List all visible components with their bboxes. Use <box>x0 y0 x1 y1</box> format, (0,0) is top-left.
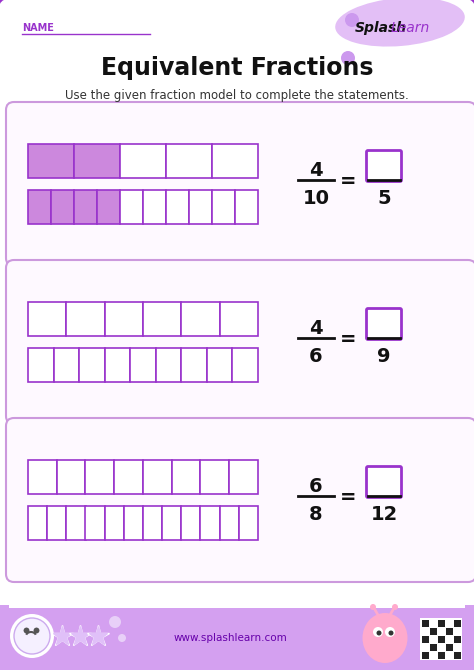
Text: 9: 9 <box>377 346 391 366</box>
Bar <box>212 190 235 224</box>
Circle shape <box>118 634 126 642</box>
Bar <box>166 190 189 224</box>
Bar <box>114 460 143 494</box>
Bar <box>438 620 445 627</box>
Text: Use the given fraction model to complete the statements.: Use the given fraction model to complete… <box>65 88 409 101</box>
FancyBboxPatch shape <box>6 102 474 266</box>
Bar <box>182 302 219 336</box>
Circle shape <box>370 604 376 610</box>
Bar <box>85 460 114 494</box>
Bar <box>51 190 74 224</box>
Bar <box>97 190 120 224</box>
Bar <box>446 644 453 651</box>
Text: 10: 10 <box>302 188 329 208</box>
Bar <box>105 348 130 382</box>
Circle shape <box>385 627 395 637</box>
Text: 8: 8 <box>309 505 323 523</box>
Bar <box>130 348 156 382</box>
Circle shape <box>392 604 398 610</box>
Bar <box>105 506 124 540</box>
Text: 6: 6 <box>309 346 323 366</box>
Bar <box>66 302 105 336</box>
Text: 12: 12 <box>370 505 398 523</box>
Bar <box>422 652 429 659</box>
Text: www.splashlearn.com: www.splashlearn.com <box>173 633 287 643</box>
Bar <box>79 348 105 382</box>
Circle shape <box>373 627 383 637</box>
Bar <box>54 348 79 382</box>
Bar <box>430 644 437 651</box>
Bar <box>430 628 437 635</box>
Bar <box>229 460 258 494</box>
Bar <box>143 460 172 494</box>
Bar <box>0 605 474 670</box>
Bar <box>124 506 143 540</box>
FancyBboxPatch shape <box>6 418 474 582</box>
Text: =: = <box>340 172 356 192</box>
Bar <box>9 600 465 608</box>
Bar <box>420 618 462 660</box>
Text: Equivalent Fractions: Equivalent Fractions <box>101 56 373 80</box>
Bar <box>143 302 182 336</box>
Bar <box>143 190 166 224</box>
Bar <box>74 144 120 178</box>
Bar <box>28 144 74 178</box>
Bar <box>156 348 182 382</box>
Circle shape <box>345 13 359 27</box>
FancyBboxPatch shape <box>6 260 474 424</box>
Bar <box>28 460 57 494</box>
Circle shape <box>376 630 382 636</box>
Bar <box>47 506 66 540</box>
Bar <box>166 144 212 178</box>
Bar <box>207 348 232 382</box>
Bar <box>162 506 182 540</box>
Text: NAME: NAME <box>22 23 54 33</box>
FancyBboxPatch shape <box>366 308 401 340</box>
Circle shape <box>389 630 393 636</box>
Bar <box>422 620 429 627</box>
Bar <box>28 190 51 224</box>
Ellipse shape <box>335 0 465 47</box>
Bar <box>143 506 162 540</box>
Text: 4: 4 <box>309 161 323 180</box>
Bar <box>454 636 461 643</box>
Bar <box>57 460 85 494</box>
Bar <box>219 506 239 540</box>
Bar <box>28 506 47 540</box>
Circle shape <box>14 618 50 654</box>
Text: 5: 5 <box>377 188 391 208</box>
Bar <box>446 628 453 635</box>
Bar <box>201 506 219 540</box>
Bar <box>120 144 166 178</box>
Bar <box>212 144 258 178</box>
Text: =: = <box>340 330 356 350</box>
Bar <box>66 506 85 540</box>
Bar <box>74 190 97 224</box>
Text: Splash: Splash <box>355 21 407 35</box>
Bar <box>235 190 258 224</box>
Circle shape <box>341 51 355 65</box>
Bar <box>182 348 207 382</box>
Bar <box>454 652 461 659</box>
Ellipse shape <box>363 613 408 663</box>
Circle shape <box>109 616 121 628</box>
Bar <box>201 460 229 494</box>
Bar <box>85 506 105 540</box>
Bar <box>219 302 258 336</box>
FancyBboxPatch shape <box>366 151 401 182</box>
Bar <box>182 506 201 540</box>
Text: =: = <box>340 488 356 507</box>
Circle shape <box>10 614 54 658</box>
Text: 6: 6 <box>309 476 323 496</box>
FancyBboxPatch shape <box>366 466 401 498</box>
Text: Learn: Learn <box>391 21 430 35</box>
Bar <box>438 636 445 643</box>
Bar <box>28 302 66 336</box>
Bar <box>105 302 143 336</box>
Bar <box>120 190 143 224</box>
Bar <box>454 620 461 627</box>
Bar <box>172 460 201 494</box>
Text: 4: 4 <box>309 318 323 338</box>
Bar <box>28 348 54 382</box>
